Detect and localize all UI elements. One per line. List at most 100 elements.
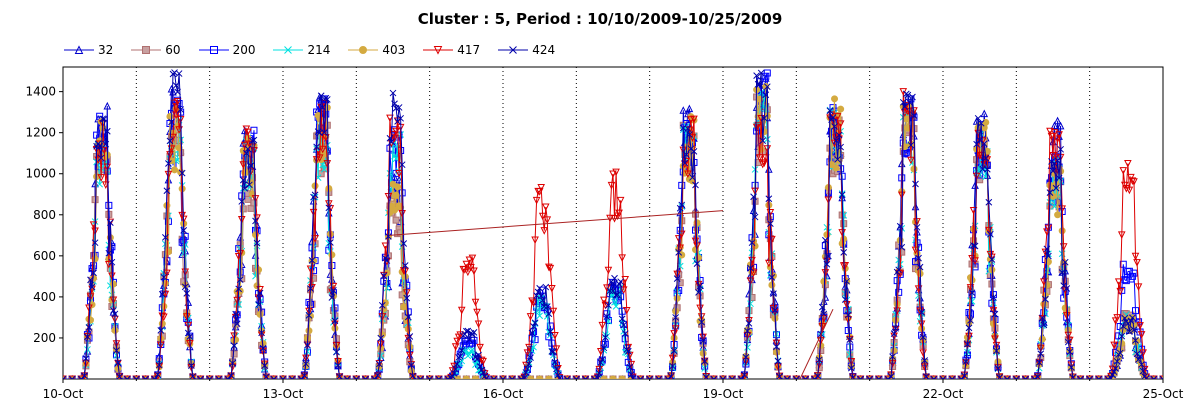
data-point-403 (400, 303, 408, 311)
data-point-60 (392, 216, 400, 224)
data-point-424 (174, 88, 181, 96)
data-point-424 (522, 369, 530, 376)
data-point-424 (540, 302, 548, 310)
data-point-424 (545, 310, 553, 318)
data-point-417 (1133, 259, 1141, 267)
data-point-424 (327, 239, 334, 246)
data-point-424 (699, 337, 707, 344)
data-point-424 (686, 131, 693, 138)
data-point-424 (773, 343, 780, 351)
data-point-424 (547, 328, 554, 336)
data-point-417 (541, 203, 550, 212)
data-point-200 (1121, 276, 1129, 284)
data-point-417 (847, 358, 856, 366)
data-point-424 (915, 254, 922, 262)
data-point-424 (450, 370, 458, 377)
data-point-200 (531, 336, 539, 344)
data-point-424 (646, 375, 654, 379)
data-point-424 (892, 324, 899, 332)
data-point-403 (831, 95, 839, 103)
data-point-424 (1040, 321, 1048, 329)
data-point-424 (993, 347, 1000, 355)
data-point-424 (458, 347, 466, 354)
data-point-403 (391, 206, 399, 214)
data-point-424 (244, 145, 252, 153)
data-point-424 (543, 303, 551, 310)
data-point-417 (1131, 252, 1140, 261)
data-point-32 (1050, 121, 1059, 129)
data-point-424 (627, 371, 635, 378)
data-point-417 (737, 375, 746, 379)
data-point-417 (598, 321, 607, 330)
data-point-424 (744, 327, 751, 335)
data-point-403 (820, 278, 828, 285)
x-tick-label: 16-Oct (483, 387, 524, 401)
data-point-417 (607, 181, 616, 190)
data-point-424 (1003, 375, 1011, 379)
data-point-424 (846, 336, 854, 343)
data-point-417 (132, 375, 141, 379)
data-point-424 (667, 372, 675, 379)
data-point-200 (1125, 267, 1133, 275)
data-point-424 (988, 256, 996, 263)
data-point-403 (114, 365, 122, 373)
data-point-214 (744, 344, 751, 351)
data-point-417 (453, 337, 461, 346)
data-point-214 (392, 155, 400, 163)
data-point-424 (977, 119, 985, 127)
data-point-424 (157, 326, 165, 334)
data-point-424 (1138, 361, 1145, 368)
data-point-424 (333, 348, 340, 356)
data-point-424 (974, 114, 982, 122)
data-point-417 (523, 349, 532, 358)
data-point-417 (525, 343, 533, 352)
data-point-424 (675, 248, 683, 256)
data-point-424 (967, 316, 974, 324)
data-point-424 (982, 154, 990, 162)
data-point-417 (820, 314, 828, 323)
data-point-403 (673, 294, 681, 302)
data-point-424 (464, 327, 472, 335)
data-point-200 (846, 343, 854, 351)
data-point-417 (763, 145, 772, 153)
data-point-424 (600, 344, 608, 352)
data-point-403 (109, 280, 117, 288)
data-point-424 (770, 290, 777, 297)
data-point-417 (1012, 375, 1021, 379)
data-point-424 (383, 257, 391, 264)
data-point-200 (1128, 272, 1136, 280)
x-tick-label: 10-Oct (43, 387, 84, 401)
data-point-424 (116, 373, 123, 379)
data-point-424 (595, 369, 603, 377)
data-point-214 (612, 302, 620, 310)
data-point-424 (1037, 350, 1045, 358)
data-point-424 (178, 169, 186, 177)
data-point-417 (1003, 375, 1011, 379)
data-point-417 (621, 275, 630, 284)
data-point-424 (1086, 375, 1094, 379)
data-point-417 (939, 375, 947, 379)
data-point-417 (1137, 331, 1146, 339)
data-point-424 (258, 329, 265, 337)
data-point-424 (1045, 252, 1052, 260)
data-point-424 (887, 373, 895, 379)
data-point-417 (600, 296, 608, 305)
data-point-424 (391, 100, 398, 108)
data-point-424 (1110, 368, 1118, 376)
data-point-424 (1159, 375, 1163, 379)
data-point-424 (624, 347, 632, 355)
data-point-417 (538, 212, 547, 221)
data-point-424 (187, 362, 195, 370)
data-point-417 (760, 159, 769, 167)
data-point-214 (846, 351, 854, 358)
data-point-417 (473, 308, 481, 317)
data-point-417 (761, 154, 770, 163)
data-point-424 (866, 375, 874, 379)
data-point-424 (1132, 337, 1139, 344)
data-point-417 (158, 312, 167, 321)
data-point-60 (242, 190, 250, 198)
data-point-424 (684, 125, 692, 132)
data-point-417 (619, 286, 628, 295)
data-point-424 (241, 184, 249, 192)
data-point-424 (655, 375, 663, 379)
